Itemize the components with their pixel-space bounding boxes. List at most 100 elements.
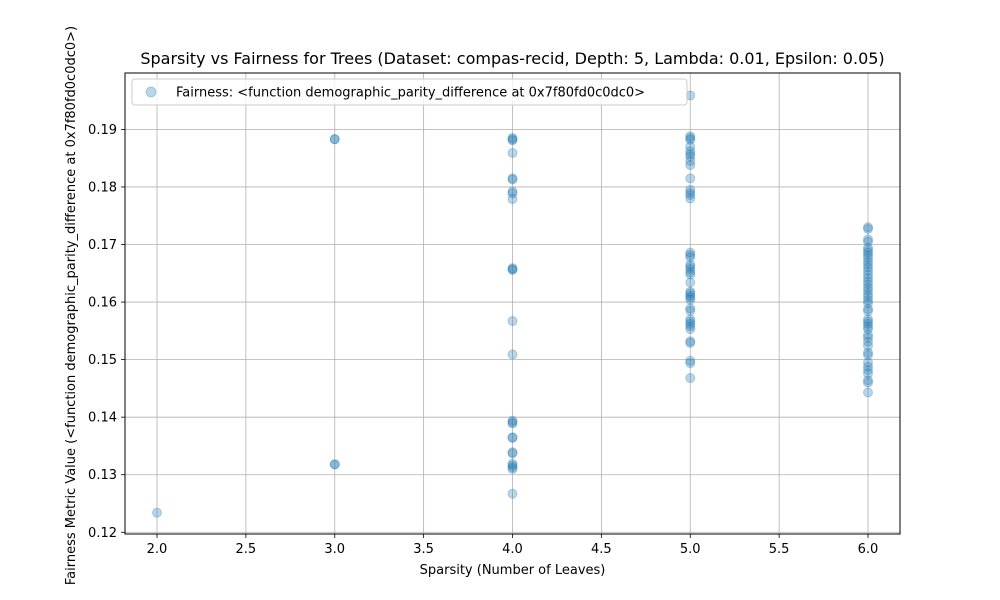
data-point xyxy=(863,361,874,372)
y-tick-label: 0.19 xyxy=(88,123,117,138)
data-point xyxy=(863,279,874,290)
data-point xyxy=(507,349,518,360)
chart-title: Sparsity vs Fairness for Trees (Dataset:… xyxy=(140,49,884,68)
data-point xyxy=(685,318,696,329)
data-point xyxy=(685,303,696,314)
data-point xyxy=(863,247,874,258)
data-point xyxy=(685,336,696,347)
x-tick-label: 3.0 xyxy=(324,542,345,557)
data-point xyxy=(863,340,874,351)
data-point xyxy=(507,460,518,471)
data-point xyxy=(685,190,696,201)
data-point xyxy=(685,269,696,280)
y-axis-ticks: 0.12 0.13 0.14 0.15 0.16 0.17 0.18 0.19 xyxy=(88,123,125,541)
legend-marker xyxy=(145,86,157,98)
data-point xyxy=(863,303,874,314)
data-points xyxy=(151,90,874,518)
data-point xyxy=(685,358,696,369)
data-point xyxy=(685,321,696,332)
data-point xyxy=(685,314,696,325)
data-point xyxy=(507,194,518,205)
data-point xyxy=(685,355,696,366)
data-point xyxy=(863,387,874,398)
data-point xyxy=(507,488,518,499)
data-point xyxy=(863,276,874,287)
x-tick-label: 4.5 xyxy=(591,542,612,557)
data-point xyxy=(685,294,696,305)
y-tick-label: 0.13 xyxy=(88,468,117,483)
x-tick-label: 5.0 xyxy=(680,542,701,557)
data-point xyxy=(863,291,874,302)
data-point xyxy=(685,373,696,384)
data-point xyxy=(863,357,874,368)
data-point xyxy=(863,314,874,325)
x-axis-ticks: 2.0 2.5 3.0 3.5 4.0 4.5 5.0 5.5 6.0 xyxy=(147,534,878,557)
data-point xyxy=(329,459,340,470)
data-point xyxy=(507,463,518,474)
data-point xyxy=(863,262,874,273)
data-point xyxy=(685,277,696,288)
data-point xyxy=(507,415,518,426)
data-point xyxy=(863,223,874,234)
data-point xyxy=(863,269,874,280)
data-point xyxy=(685,252,696,263)
data-point xyxy=(863,250,874,261)
data-point xyxy=(507,418,518,429)
data-point xyxy=(863,336,874,347)
data-point xyxy=(507,186,518,197)
y-tick-label: 0.17 xyxy=(88,238,117,253)
data-point xyxy=(863,242,874,253)
legend-box xyxy=(131,78,688,106)
data-point xyxy=(685,261,696,272)
data-point xyxy=(507,462,518,473)
data-point xyxy=(863,316,874,327)
data-point xyxy=(685,149,696,160)
data-point xyxy=(685,259,696,270)
data-point xyxy=(863,222,874,233)
data-point xyxy=(685,156,696,167)
data-point xyxy=(507,135,518,146)
data-point xyxy=(685,133,696,144)
data-point xyxy=(507,417,518,428)
x-tick-label: 2.5 xyxy=(236,542,257,557)
data-point xyxy=(507,448,518,459)
data-point xyxy=(685,305,696,316)
legend-label: Fairness: <function demographic_parity_d… xyxy=(176,86,645,101)
data-point xyxy=(685,184,696,195)
data-point xyxy=(507,134,518,145)
data-point xyxy=(863,377,874,388)
data-point xyxy=(507,174,518,185)
data-point xyxy=(151,507,162,518)
data-point xyxy=(863,329,874,340)
data-point xyxy=(685,131,696,142)
data-point xyxy=(863,285,874,296)
x-tick-label: 3.5 xyxy=(413,542,434,557)
x-tick-label: 5.5 xyxy=(769,542,790,557)
data-point xyxy=(507,264,518,275)
y-tick-label: 0.14 xyxy=(88,411,117,426)
data-point xyxy=(507,316,518,327)
data-point xyxy=(507,264,518,275)
data-point xyxy=(863,364,874,375)
data-point xyxy=(863,289,874,300)
legend: Fairness: <function demographic_parity_d… xyxy=(131,78,688,106)
data-point xyxy=(863,332,874,343)
data-point xyxy=(863,259,874,270)
data-point xyxy=(507,263,518,274)
y-tick-label: 0.18 xyxy=(88,180,117,195)
data-point xyxy=(685,290,696,301)
data-point xyxy=(685,160,696,171)
data-point xyxy=(507,133,518,144)
data-point xyxy=(329,134,340,145)
data-point xyxy=(863,234,874,245)
y-axis-label: Fairness Metric Value (<function demogra… xyxy=(64,26,79,585)
data-point xyxy=(863,350,874,361)
data-point xyxy=(507,432,518,443)
data-point xyxy=(685,288,696,299)
x-axis-label: Sparsity (Number of Leaves) xyxy=(420,563,606,578)
data-point xyxy=(685,187,696,198)
data-point xyxy=(329,459,340,470)
data-point xyxy=(863,298,874,309)
y-tick-label: 0.15 xyxy=(88,353,117,368)
